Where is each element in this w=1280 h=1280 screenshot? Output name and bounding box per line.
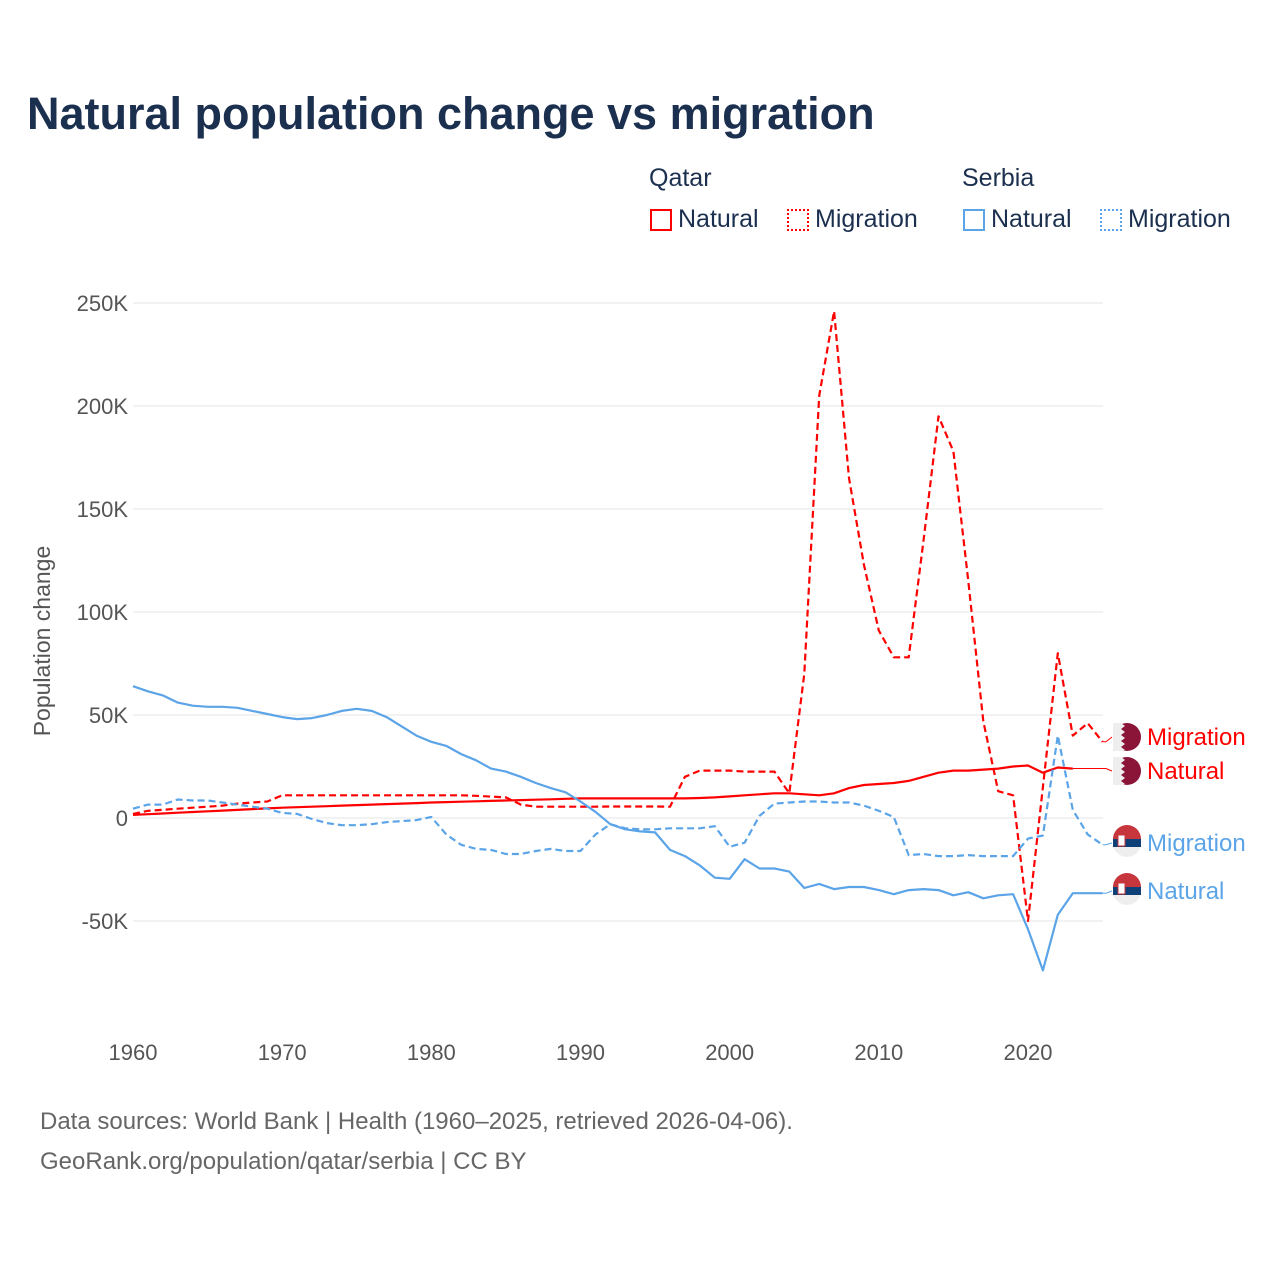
legend-item-serbia-natural[interactable]: Natural (963, 205, 1072, 234)
label-connector (1102, 890, 1113, 894)
series-line-serbia-natural (132, 685, 1103, 972)
chart-title: Natural population change vs migration (27, 88, 875, 139)
end-label-serbia-natural: Natural (1147, 878, 1224, 905)
legend-label: Natural (991, 205, 1072, 233)
label-connector (1072, 768, 1113, 772)
legend-group-qatar: Qatar (649, 164, 712, 192)
y-tick-label: 250K (77, 291, 129, 316)
legend-label: Migration (815, 205, 918, 233)
y-tick-label: -50K (82, 909, 129, 934)
x-tick-label: 2000 (705, 1040, 754, 1065)
x-tick-label: 1980 (407, 1040, 456, 1065)
serbia-coat-of-arms-icon (1117, 882, 1126, 895)
x-tick-label: 2020 (1004, 1040, 1053, 1065)
series-line-qatar-natural (132, 764, 1073, 816)
y-tick-label: 100K (77, 600, 129, 625)
legend-item-qatar-natural[interactable]: Natural (650, 205, 759, 234)
x-tick-label: 1990 (556, 1040, 605, 1065)
legend-label: Migration (1128, 205, 1231, 233)
legend-swatch-dotted-icon (1100, 208, 1122, 231)
serbia-coat-of-arms-icon (1117, 834, 1126, 847)
label-connector (1102, 736, 1113, 743)
legend-swatch-solid-icon (963, 208, 985, 231)
serbia-flag-blue-band (1113, 839, 1141, 847)
qatar-flag-serration-icon (1113, 723, 1125, 751)
y-tick-label: 200K (77, 394, 129, 419)
legend-group-serbia: Serbia (962, 164, 1035, 192)
legend-swatch-solid-icon (650, 208, 672, 231)
series-line-qatar-migration (132, 310, 1104, 923)
legend-label: Natural (678, 205, 759, 233)
end-label-qatar-migration: Migration (1147, 724, 1246, 751)
series-line-serbia-migration (132, 734, 1104, 858)
y-tick-label: 0 (116, 806, 128, 831)
qatar-flag-serration-icon (1113, 757, 1125, 785)
y-axis-label: Population change (29, 546, 55, 737)
legend-swatch-dotted-icon (787, 208, 809, 231)
x-tick-label: 2010 (854, 1040, 903, 1065)
end-label-serbia-migration: Migration (1147, 830, 1246, 857)
serbia-flag-red-band (1113, 825, 1141, 839)
y-tick-label: 50K (89, 703, 128, 728)
x-tick-label: 1970 (258, 1040, 307, 1065)
serbia-flag-blue-band (1113, 887, 1141, 895)
y-tick-label: 150K (77, 497, 129, 522)
source-note: Data sources: World Bank | Health (1960–… (40, 1108, 793, 1135)
legend-item-serbia-migration[interactable]: Migration (1100, 205, 1231, 234)
legend-item-qatar-migration[interactable]: Migration (787, 205, 918, 234)
serbia-flag-red-band (1113, 873, 1141, 887)
source-link[interactable]: GeoRank.org/population/qatar/serbia | CC… (40, 1148, 527, 1175)
end-label-qatar-natural: Natural (1147, 758, 1224, 785)
x-tick-label: 1960 (109, 1040, 158, 1065)
label-connector (1102, 842, 1113, 846)
